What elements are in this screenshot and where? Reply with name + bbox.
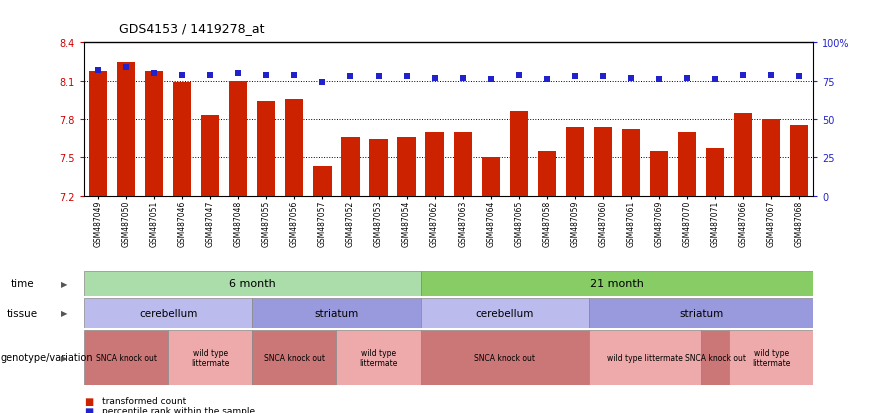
Bar (594, 128, 612, 196)
Point (512, 72, 526, 79)
Point (287, 72, 301, 79)
Bar (84, 271, 421, 296)
Bar (482, 158, 499, 196)
Bar (84, 330, 168, 385)
Point (175, 72, 189, 79)
Bar (229, 82, 248, 196)
Text: 21 month: 21 month (590, 279, 644, 289)
Bar (201, 116, 219, 196)
Bar (701, 330, 729, 385)
Bar (421, 330, 589, 385)
Text: cerebellum: cerebellum (476, 308, 534, 318)
Point (428, 75, 442, 82)
Point (652, 77, 666, 83)
Point (91, 68, 105, 74)
Point (371, 74, 385, 80)
Bar (650, 152, 668, 196)
Bar (537, 152, 556, 196)
Bar (589, 298, 813, 328)
Bar (398, 138, 415, 196)
Text: SNCA knock out: SNCA knock out (263, 353, 324, 362)
Point (568, 74, 582, 80)
Text: wild type
littermate: wild type littermate (359, 348, 398, 367)
Text: ▶: ▶ (61, 279, 68, 288)
Bar (762, 120, 781, 196)
Bar (286, 100, 303, 196)
Bar (252, 298, 421, 328)
Point (596, 74, 610, 80)
Text: time: time (11, 279, 34, 289)
Text: genotype/variation: genotype/variation (1, 352, 94, 363)
Text: ■: ■ (84, 396, 93, 406)
Point (232, 71, 246, 77)
Point (455, 75, 469, 82)
Point (540, 77, 554, 83)
Bar (729, 330, 813, 385)
Point (680, 75, 694, 82)
Bar (84, 298, 252, 328)
Bar (589, 330, 701, 385)
Text: wild type
littermate: wild type littermate (191, 348, 229, 367)
Point (259, 72, 273, 79)
Text: GDS4153 / 1419278_at: GDS4153 / 1419278_at (119, 22, 265, 35)
Point (203, 72, 217, 79)
Bar (734, 114, 752, 196)
Text: SNCA knock out: SNCA knock out (684, 353, 745, 362)
Text: transformed count: transformed count (102, 396, 186, 405)
Text: ■: ■ (84, 406, 93, 413)
Text: striatum: striatum (315, 308, 359, 318)
Point (792, 74, 806, 80)
Text: SNCA knock out: SNCA knock out (95, 353, 156, 362)
Point (624, 75, 638, 82)
Bar (168, 330, 252, 385)
Bar (453, 133, 472, 196)
Bar (117, 62, 135, 196)
Text: cerebellum: cerebellum (139, 308, 197, 318)
Bar (790, 126, 808, 196)
Bar (341, 138, 360, 196)
Bar (89, 71, 107, 196)
Point (400, 74, 414, 80)
Bar (370, 140, 387, 196)
Bar (257, 102, 276, 196)
Text: tissue: tissue (6, 308, 37, 318)
Bar (678, 133, 697, 196)
Point (484, 77, 498, 83)
Bar (425, 133, 444, 196)
Text: striatum: striatum (679, 308, 723, 318)
Bar (566, 128, 584, 196)
Point (147, 71, 161, 77)
Bar (145, 71, 164, 196)
Text: percentile rank within the sample: percentile rank within the sample (102, 406, 255, 413)
Bar (510, 112, 528, 196)
Point (708, 77, 722, 83)
Point (316, 80, 330, 86)
Bar (252, 330, 337, 385)
Point (736, 72, 751, 79)
Point (119, 64, 133, 71)
Bar (337, 330, 421, 385)
Bar (421, 298, 589, 328)
Bar (313, 167, 332, 196)
Point (764, 72, 778, 79)
Text: ▶: ▶ (61, 309, 68, 318)
Text: wild type
littermate: wild type littermate (752, 348, 790, 367)
Point (343, 74, 357, 80)
Text: SNCA knock out: SNCA knock out (474, 353, 535, 362)
Text: wild type littermate: wild type littermate (607, 353, 683, 362)
Bar (706, 149, 724, 196)
Bar (421, 271, 813, 296)
Text: 6 month: 6 month (229, 279, 276, 289)
Bar (621, 130, 640, 196)
Bar (173, 83, 191, 196)
Text: ▶: ▶ (61, 353, 68, 362)
